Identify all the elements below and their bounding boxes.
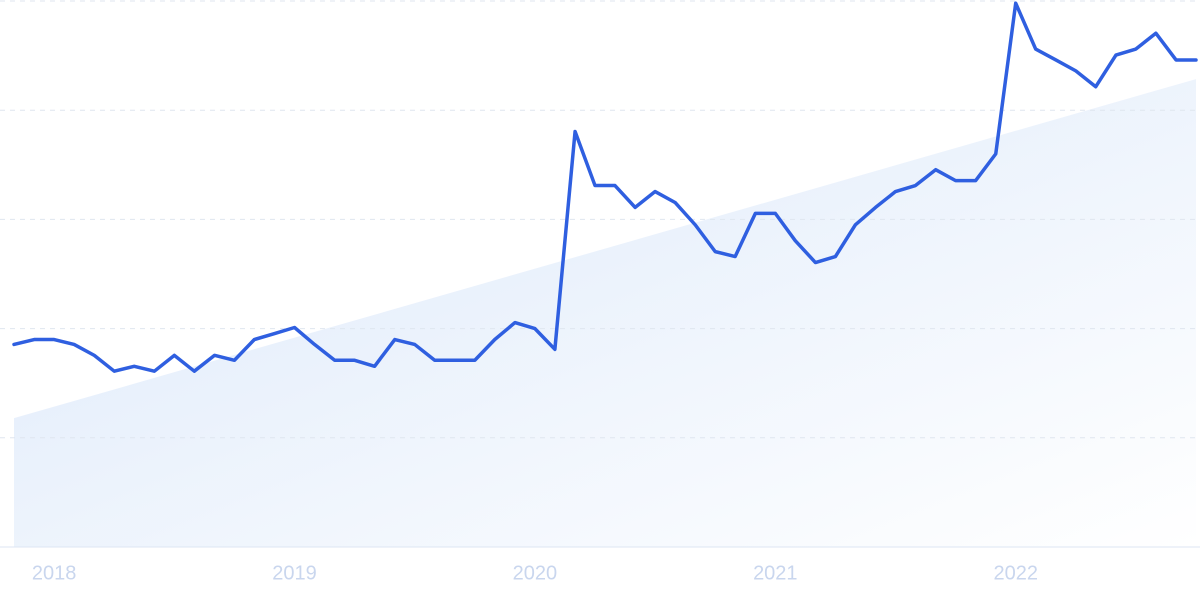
x-tick-label: 2021 [753, 562, 798, 584]
trend-area [14, 79, 1196, 547]
x-tick-label: 2019 [272, 562, 317, 584]
trend-line [12, 1, 1198, 373]
x-tick-label: 2020 [513, 562, 558, 584]
x-tick-label: 2018 [32, 562, 77, 584]
x-tick-label: 2022 [993, 562, 1038, 584]
